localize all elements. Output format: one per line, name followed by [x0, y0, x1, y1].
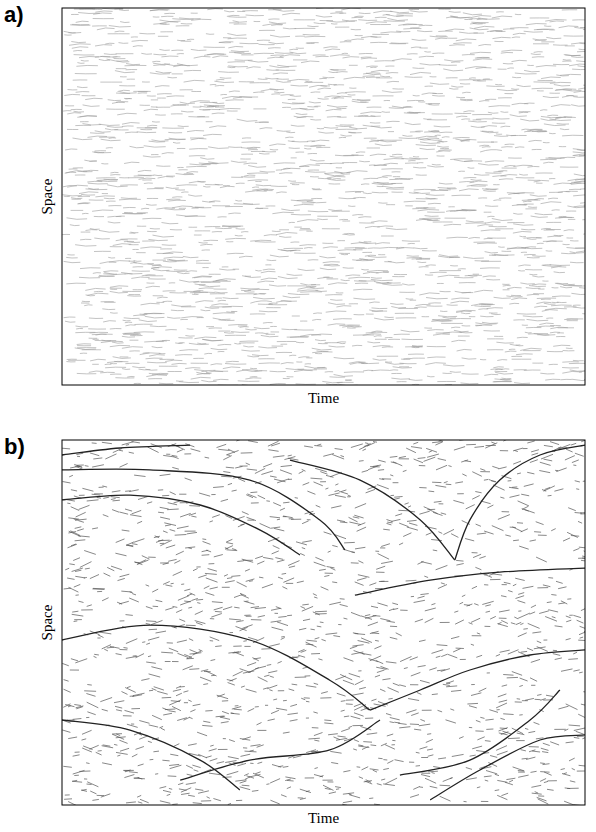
world-line: [370, 650, 585, 710]
y-label: Space: [39, 604, 55, 640]
panel-label: b): [4, 434, 25, 459]
figure: a) Time Space b) Time Space: [0, 0, 596, 832]
world-line: [400, 690, 560, 775]
world-line: [62, 625, 370, 710]
texture: [62, 440, 585, 805]
x-label: Time: [308, 390, 339, 406]
panel: a) Time Space: [4, 2, 596, 406]
panel: b) Time Space: [4, 434, 596, 826]
frame: [62, 8, 585, 385]
world-line: [62, 469, 345, 550]
world-line: [62, 720, 240, 790]
world-line: [290, 460, 455, 560]
world-line: [180, 720, 380, 780]
world-line: [62, 445, 190, 455]
world-line: [455, 445, 585, 560]
plot-area: [62, 8, 585, 385]
world-line: [430, 735, 585, 800]
panel-label: a): [4, 2, 24, 27]
x-label: Time: [308, 810, 339, 826]
y-label: Space: [39, 178, 55, 214]
plot-area: [62, 440, 585, 805]
frame: [62, 440, 585, 805]
world-line: [62, 495, 300, 555]
texture: [62, 8, 585, 385]
world-line: [355, 568, 585, 595]
